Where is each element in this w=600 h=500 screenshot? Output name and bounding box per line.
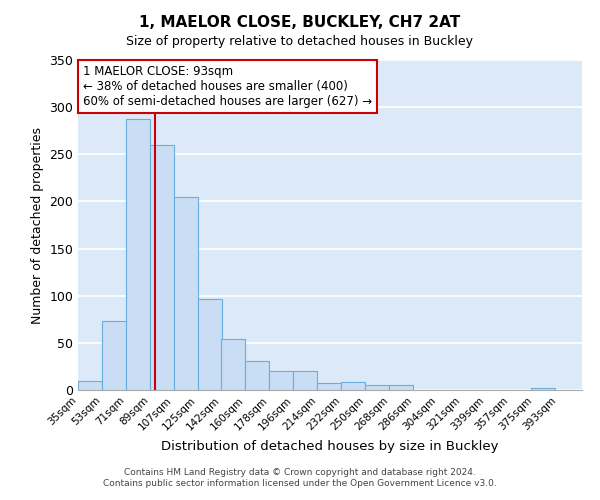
Bar — [150, 145, 174, 390]
Bar — [78, 380, 102, 390]
Bar — [317, 384, 341, 390]
Bar — [221, 339, 245, 390]
Text: 1 MAELOR CLOSE: 93sqm
← 38% of detached houses are smaller (400)
60% of semi-det: 1 MAELOR CLOSE: 93sqm ← 38% of detached … — [83, 65, 372, 108]
Bar — [293, 371, 317, 390]
Text: Contains HM Land Registry data © Crown copyright and database right 2024.
Contai: Contains HM Land Registry data © Crown c… — [103, 468, 497, 487]
Bar — [269, 371, 293, 390]
Bar — [102, 321, 126, 390]
Text: Size of property relative to detached houses in Buckley: Size of property relative to detached ho… — [127, 35, 473, 48]
Bar — [532, 388, 556, 390]
Bar — [245, 361, 269, 390]
Bar — [126, 120, 150, 390]
Text: 1, MAELOR CLOSE, BUCKLEY, CH7 2AT: 1, MAELOR CLOSE, BUCKLEY, CH7 2AT — [139, 15, 461, 30]
Bar — [341, 382, 365, 390]
X-axis label: Distribution of detached houses by size in Buckley: Distribution of detached houses by size … — [161, 440, 499, 453]
Bar — [365, 386, 389, 390]
Bar — [389, 386, 413, 390]
Y-axis label: Number of detached properties: Number of detached properties — [31, 126, 44, 324]
Bar — [198, 300, 222, 390]
Bar — [174, 196, 198, 390]
